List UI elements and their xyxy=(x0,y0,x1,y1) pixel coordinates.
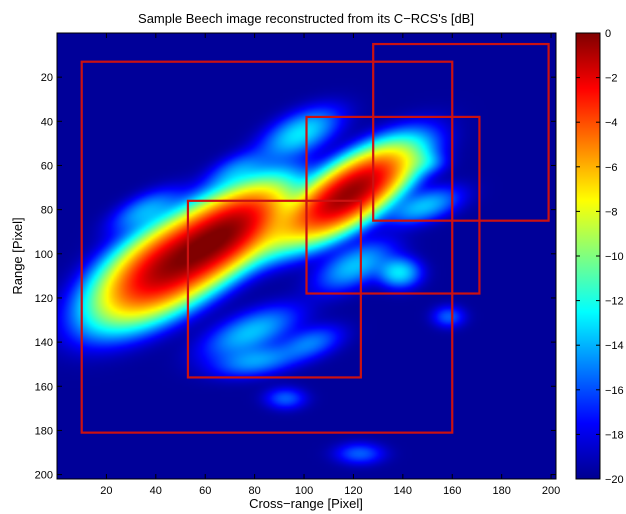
x-tick-label: 180 xyxy=(492,485,510,497)
box-overlay-1 xyxy=(80,60,454,434)
chart-title: Sample Beech image reconstructed from it… xyxy=(138,11,474,26)
colorbar-tick-label: −10 xyxy=(605,251,624,263)
colorbar-tick-label: −12 xyxy=(605,296,624,308)
colorbar-tick-label: −8 xyxy=(605,206,618,218)
box-overlays xyxy=(80,42,550,434)
y-tick-label: 20 xyxy=(41,72,53,84)
colorbar-tick-label: −20 xyxy=(605,474,624,486)
x-tick-label: 200 xyxy=(542,485,560,497)
colorbar-tick-label: −4 xyxy=(605,117,618,129)
y-tick-label: 200 xyxy=(35,470,53,482)
y-tick-label: 120 xyxy=(35,293,53,305)
colorbar-axis: 0 −2 −4 −6 −8 −10 −12 −14 −16 −18 −20 xyxy=(576,28,624,486)
x-tick-label: 20 xyxy=(100,485,112,497)
x-tick-label: 40 xyxy=(150,485,162,497)
x-tick-label: 160 xyxy=(443,485,461,497)
y-tick-label: 140 xyxy=(35,337,53,349)
x-axis-label: Cross−range [Pixel] xyxy=(249,496,363,511)
y-tick-label: 60 xyxy=(41,160,53,172)
y-axis-label: Range [Pixel] xyxy=(10,217,25,294)
colorbar-tick-label: −18 xyxy=(605,429,624,441)
x-tick-label: 120 xyxy=(344,485,362,497)
x-tick-label: 60 xyxy=(199,485,211,497)
y-tick-label: 160 xyxy=(35,381,53,393)
x-axis: 20 40 60 80 100 120 140 160 180 200 xyxy=(100,33,560,497)
colorbar-tick-label: −2 xyxy=(605,73,618,85)
box-overlay-4 xyxy=(372,42,550,222)
y-tick-label: 100 xyxy=(35,249,53,261)
y-axis: 20 40 60 80 100 120 140 160 180 200 xyxy=(35,72,556,482)
colorbar-tick-label: 0 xyxy=(605,28,611,40)
x-tick-label: 100 xyxy=(295,485,313,497)
y-tick-label: 180 xyxy=(35,425,53,437)
box-overlay-3 xyxy=(305,115,481,295)
plot-frame xyxy=(56,32,557,480)
x-tick-label: 80 xyxy=(248,485,260,497)
box-overlay-2 xyxy=(186,199,362,379)
colorbar-tick-label: −6 xyxy=(605,162,618,174)
colorbar-tick-label: −14 xyxy=(605,340,624,352)
y-tick-label: 80 xyxy=(41,205,53,217)
colorbar-tick-label: −16 xyxy=(605,385,624,397)
y-tick-label: 40 xyxy=(41,116,53,128)
x-tick-label: 140 xyxy=(394,485,412,497)
